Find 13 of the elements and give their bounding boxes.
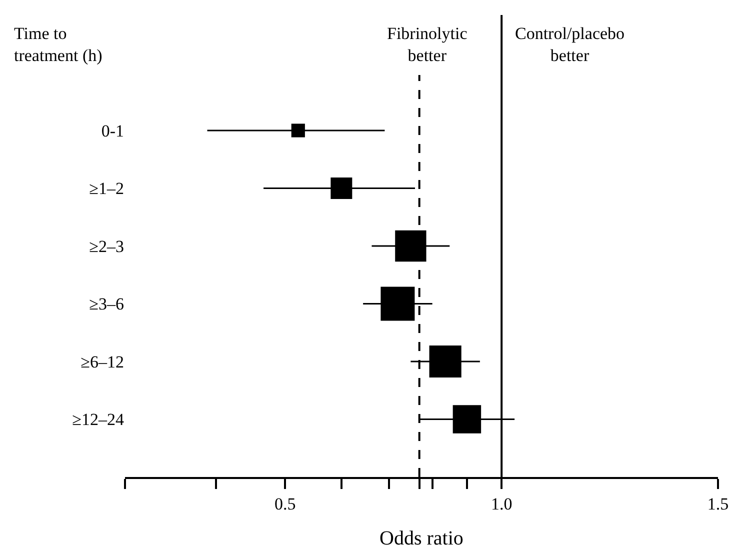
text: Control/placebo better bbox=[515, 24, 625, 66]
x-tick-label: 0.5 bbox=[274, 494, 296, 514]
y-tick-label: ≥3–6 bbox=[89, 294, 124, 314]
text: Time to treatment (h) bbox=[14, 24, 102, 66]
y-tick-label: ≥12–24 bbox=[72, 410, 124, 430]
x-tick-label: 1.5 bbox=[707, 494, 729, 514]
y-tick-label: ≥2–3 bbox=[89, 236, 124, 256]
x-axis-title: Odds ratio bbox=[380, 527, 464, 550]
x-tick-label: 1.0 bbox=[490, 494, 512, 514]
text: Fibrinolytic better bbox=[387, 24, 468, 66]
y-tick-label: ≥1–2 bbox=[89, 179, 124, 198]
y-tick-label: ≥6–12 bbox=[80, 352, 124, 372]
y-tick-label: 0-1 bbox=[101, 121, 124, 140]
